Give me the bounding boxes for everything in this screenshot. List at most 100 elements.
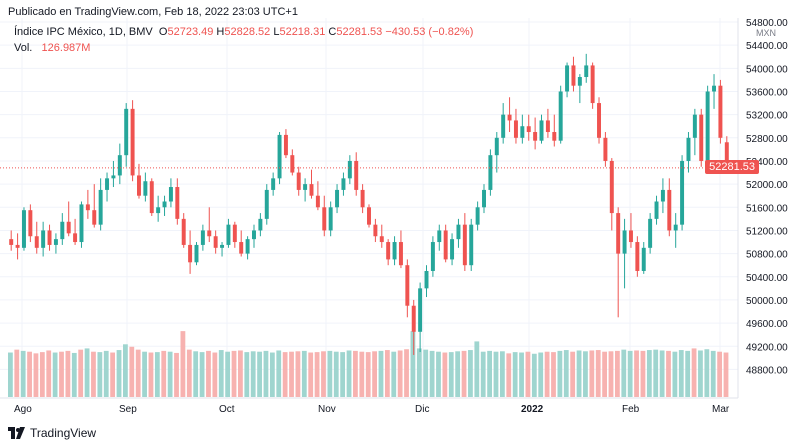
candle-body [424,270,429,289]
price-tick-label: 48800.00 [746,365,788,376]
candle [105,172,110,202]
candle [443,224,448,263]
volume-bar [269,352,275,397]
volume-label: Vol. [14,42,33,54]
candle [405,259,410,318]
volume-bar [135,349,141,397]
volume-bar [499,351,505,397]
volume-bar [563,350,569,397]
candle-body [469,224,474,266]
volume-bar [416,348,422,397]
candle [341,172,346,196]
ohlc-legend: Índice IPC México, 1D, BMV O52723.49 H52… [14,26,473,38]
candle [577,74,582,104]
volume-bar [551,352,556,397]
price-axis: 54800.00 54400.00 54000.00 53600.00 53200.00… [746,18,788,376]
candle-body [258,218,263,231]
candle-body [283,134,288,156]
candle-body [443,230,448,260]
candle-body [616,213,621,254]
candle [622,218,627,289]
volume-legend: Vol. 126.987M [14,42,90,54]
volume-bar [621,349,627,397]
candle-body [92,210,97,225]
candle [335,184,340,214]
candle-body [73,233,78,243]
volume-bar [333,351,339,397]
volume-bar [167,351,173,397]
volume-bar [602,351,608,397]
candle [283,129,288,159]
candle-body [437,230,442,243]
candle-body [213,236,218,248]
candle [692,108,697,156]
candle-body [328,207,333,231]
volume-bar [116,350,122,397]
candle-body [660,189,665,202]
volume-bar [250,351,256,397]
candle-body [680,160,685,225]
price-tick-label: 50000.00 [746,296,788,307]
volume-bar [589,350,595,397]
candle-body [175,187,180,219]
volume-bar [576,350,582,397]
candle-body [539,120,544,141]
candle [124,103,129,167]
candle-body [597,103,601,138]
candle-body [462,224,467,266]
candle [347,155,352,185]
volume-bar [212,352,218,397]
volume-bar [174,352,179,397]
time-tick-label: Dic [415,404,429,415]
volume-bar [91,351,96,397]
volume-bar [404,349,409,397]
tradingview-logo[interactable]: TradingView [8,426,96,440]
volume-bar [110,352,116,397]
candle-body [322,207,327,231]
price-tick-label: 50400.00 [746,273,788,284]
candle [303,178,308,202]
volume-bar [193,351,199,397]
candle-body [386,242,391,260]
volume-bar [321,351,326,397]
candle [232,221,237,248]
volume-bar [531,353,537,397]
candle-body [130,108,135,176]
volume-bar [257,351,262,397]
candle [162,195,167,216]
candle-body [475,207,480,225]
candle [667,178,672,237]
candle [526,114,531,141]
candle [53,233,58,254]
time-tick-label: Oct [219,404,235,415]
candle-body [718,85,723,138]
volume-bar [218,350,224,397]
candle-body [667,189,672,231]
candle [373,218,378,243]
volume-value: 126.987M [41,42,91,54]
candle-body [47,230,52,245]
candle-body [686,137,691,161]
candle-body [264,189,269,219]
candle [168,178,173,208]
candle-body [162,201,167,208]
volume-bar [180,331,186,397]
volume-bar [8,352,13,397]
candle [239,230,244,257]
volume-bar [653,349,659,397]
volume-bar [461,350,467,397]
candle-body [577,77,582,86]
candle [418,282,423,353]
candle [628,213,633,248]
price-tick-label: 53600.00 [746,87,788,98]
candle-body [156,207,161,214]
volume-bar [33,353,39,397]
volume-bar [20,350,26,397]
candle [494,132,499,173]
volume-bar [289,351,294,397]
candle [641,242,646,274]
currency-label: MXN [756,28,776,38]
candle-body [341,178,346,190]
candle-body [571,65,576,86]
